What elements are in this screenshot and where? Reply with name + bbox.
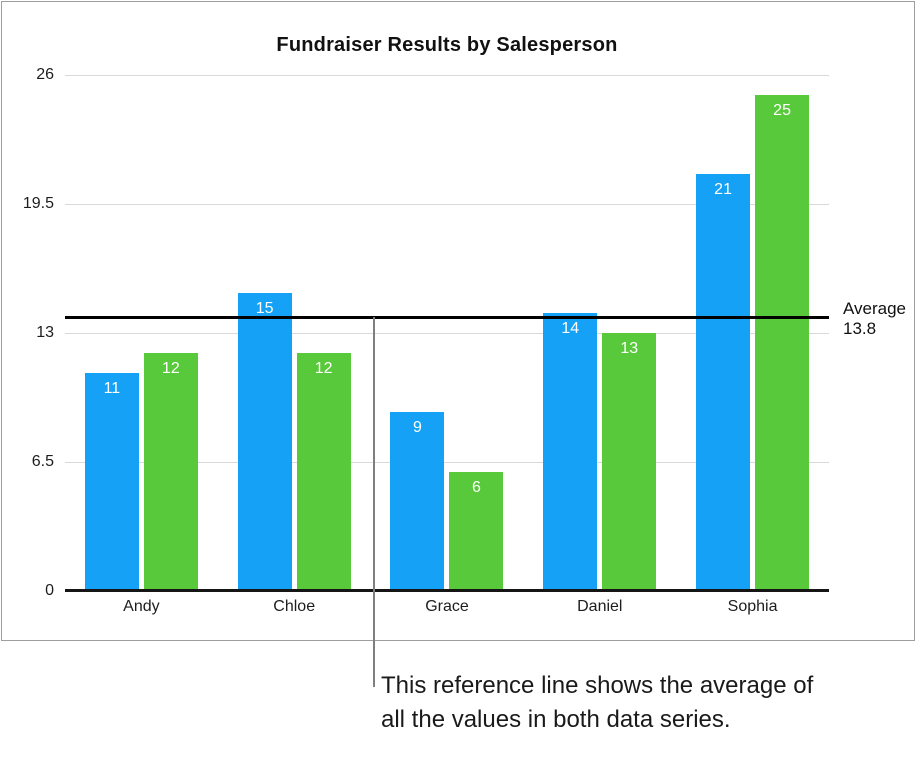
- y-axis-tick-label: 19.5: [22, 195, 54, 212]
- y-axis-tick-label: 0: [45, 582, 54, 599]
- green-bar-grace: 6: [449, 472, 504, 591]
- gridline: [65, 203, 829, 205]
- blue-bar-daniel: 14: [543, 313, 598, 591]
- y-axis-tick-label: 26: [36, 66, 54, 83]
- gridline: [65, 461, 829, 463]
- bar-value-label: 12: [314, 360, 333, 377]
- reference-line-label: Average 13.8: [843, 299, 906, 339]
- category-label-andy: Andy: [123, 598, 160, 615]
- bar-value-label: 6: [472, 479, 481, 496]
- green-bar-sophia: 25: [755, 95, 810, 591]
- bar-value-label: 13: [620, 340, 639, 357]
- green-bar-andy: 12: [143, 353, 198, 591]
- bar-value-label: 11: [103, 380, 121, 397]
- callout-text: This reference line shows the average of…: [381, 669, 813, 737]
- chart-title: Fundraiser Results by Salesperson: [276, 34, 618, 56]
- bar-value-label: 15: [255, 300, 274, 317]
- y-axis-tick-label: 6.5: [31, 453, 54, 470]
- reference-line-label-text: Average: [843, 299, 907, 318]
- green-bar-chloe: 12: [296, 353, 351, 591]
- bar-value-label: 9: [413, 419, 422, 436]
- gridline: [65, 332, 829, 334]
- reference-line: [65, 315, 829, 319]
- callout-connector-line: [373, 317, 375, 687]
- bar-value-label: 14: [561, 320, 580, 337]
- blue-bar-chloe: 15: [237, 293, 292, 591]
- blue-bar-grace: 9: [390, 412, 445, 591]
- bar-value-label: 25: [773, 102, 791, 119]
- blue-bar-sophia: 21: [696, 174, 751, 591]
- bar-plot-area: 11 12 15 12 9 6 14 13 21 25: [65, 75, 829, 591]
- green-bar-daniel: 13: [602, 333, 657, 591]
- bar-value-label: 12: [161, 360, 180, 377]
- category-label-daniel: Daniel: [577, 598, 623, 615]
- category-label-grace: Grace: [425, 598, 469, 615]
- bar-group-andy: 11 12: [65, 353, 218, 591]
- reference-line-value: 13.8: [843, 319, 877, 338]
- category-label-sophia: Sophia: [727, 598, 778, 615]
- category-label-chloe: Chloe: [273, 598, 316, 615]
- callout-text-line1: This reference line shows the average of: [381, 672, 814, 699]
- bar-group-daniel: 14 13: [523, 313, 676, 591]
- bar-value-label: 21: [714, 181, 732, 198]
- x-axis-category-labels: Andy Chloe Grace Daniel Sophia: [65, 598, 829, 616]
- gridline: [65, 74, 829, 76]
- bar-group-chloe: 15 12: [218, 293, 371, 591]
- y-axis-tick-label: 13: [36, 324, 54, 341]
- bar-group-sophia: 21 25: [676, 95, 829, 591]
- x-axis-line: [65, 589, 829, 592]
- blue-bar-andy: 11: [84, 373, 139, 591]
- callout-text-line2: all the values in both data series.: [381, 706, 731, 733]
